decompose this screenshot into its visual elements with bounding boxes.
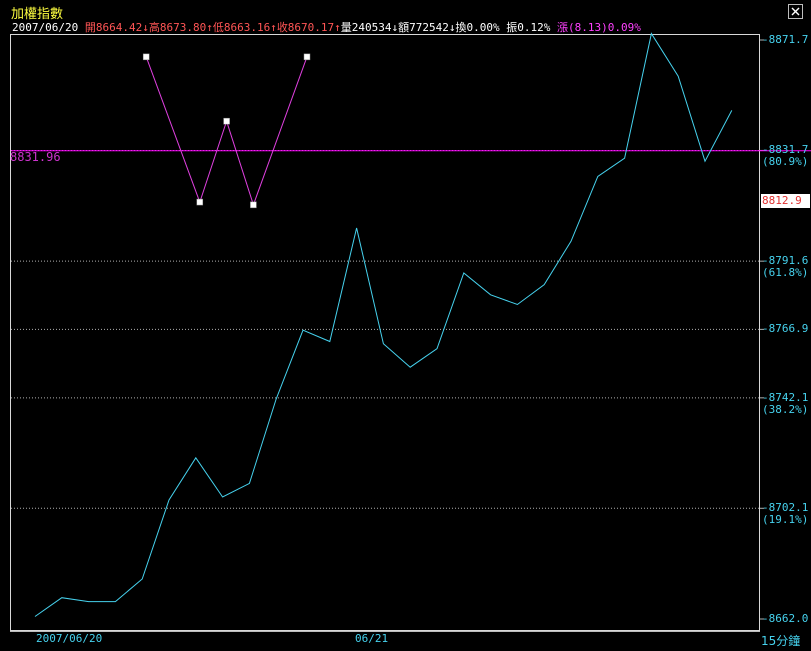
quote-amplitude: 振0.12% xyxy=(506,21,551,34)
price-series-line xyxy=(34,32,733,617)
close-x-icon xyxy=(791,7,800,16)
price-tick-label: -8702.1 xyxy=(762,501,809,515)
price-tick-label: -8766.9 xyxy=(762,322,809,336)
pattern-node-handle xyxy=(142,53,150,61)
time-axis xyxy=(10,631,760,651)
w-pattern-line xyxy=(145,56,308,207)
pattern-node-handle xyxy=(303,53,311,61)
price-axis: -8871.7 -8831.7 (80.9%) -8791.6 (61.8%) -8766… xyxy=(760,33,811,631)
price-tick-label: -8742.1 xyxy=(762,390,809,404)
quote-low: 低8663.16↑ xyxy=(212,21,277,34)
last-price-marker: 8812.9 xyxy=(761,194,810,208)
close-button[interactable] xyxy=(788,4,803,19)
fib-percent-label: (19.1%) xyxy=(762,513,809,527)
price-tick-label: -8831.7 xyxy=(762,143,809,157)
fib-percent-label: (38.2%) xyxy=(762,402,809,416)
quote-line: 2007/06/20 開8664.42↓高8673.80↑低8663.16↑收8… xyxy=(12,19,641,35)
price-tick-label: -8871.7 xyxy=(762,33,809,46)
time-axis-label: 2007/06/20 xyxy=(36,632,103,645)
pattern-node-handle xyxy=(196,198,204,206)
price-tick-label: -8791.6 xyxy=(762,254,809,268)
index-title: 加權指數 xyxy=(11,7,64,22)
price-tick-label: -8662.0 xyxy=(762,612,809,625)
quote-turnover: 換0.00% xyxy=(455,21,500,34)
quote-amount: 額772542↓ xyxy=(398,21,456,34)
quote-change: 漲(8.13)0.09% xyxy=(557,21,641,34)
quote-volume: 量240534↓ xyxy=(340,21,399,34)
quote-close: 收8670.17↑ xyxy=(276,21,341,34)
fib-percent-label: (61.8%) xyxy=(762,266,809,280)
timeframe-selector[interactable]: 15分鐘 xyxy=(761,634,801,648)
pattern-node-handle xyxy=(250,201,257,209)
time-axis-label: 06/21 xyxy=(355,632,389,645)
pattern-node-handle xyxy=(223,117,230,125)
quote-date: 2007/06/20 xyxy=(12,21,79,34)
plot-area[interactable] xyxy=(10,34,760,631)
reference-line-label: 8831.96 xyxy=(10,150,61,164)
quote-open: 開8664.42↓ xyxy=(84,21,149,34)
fib-percent-label: (80.9%) xyxy=(762,155,809,169)
quote-high: 高8673.80↑ xyxy=(148,21,213,34)
quote-header: 加權指數 2007/06/20 開8664.42↓高8673.80↑低8663.… xyxy=(0,0,760,34)
